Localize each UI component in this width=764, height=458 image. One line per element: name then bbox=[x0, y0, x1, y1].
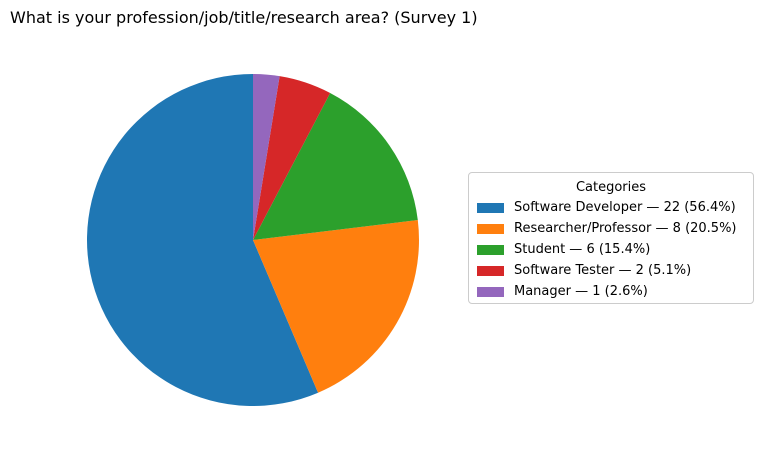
legend-entry: Researcher/Professor — 8 (20.5%) bbox=[477, 218, 745, 239]
legend: Categories Software Developer — 22 (56.4… bbox=[468, 172, 754, 304]
legend-swatch bbox=[477, 244, 504, 255]
pie-slice-manager bbox=[253, 74, 280, 240]
legend-label: Software Tester — 2 (5.1%) bbox=[514, 263, 692, 278]
legend-swatch bbox=[477, 286, 504, 297]
pie-slice-software-tester bbox=[253, 76, 331, 240]
pie-slice-researcher-professor bbox=[253, 219, 419, 393]
chart-title: What is your profession/job/title/resear… bbox=[10, 8, 478, 27]
legend-label: Student — 6 (15.4%) bbox=[514, 242, 651, 257]
legend-entry: Software Developer — 22 (56.4%) bbox=[477, 197, 745, 218]
legend-label: Software Developer — 22 (56.4%) bbox=[514, 200, 736, 215]
legend-label: Manager — 1 (2.6%) bbox=[514, 284, 648, 299]
legend-entry: Student — 6 (15.4%) bbox=[477, 239, 745, 260]
legend-label: Researcher/Professor — 8 (20.5%) bbox=[514, 221, 737, 236]
pie-slice-student bbox=[253, 93, 418, 240]
legend-title: Categories bbox=[575, 180, 647, 195]
legend-entry: Manager — 1 (2.6%) bbox=[477, 281, 745, 302]
legend-swatch bbox=[477, 202, 504, 213]
legend-swatch bbox=[477, 223, 504, 234]
legend-swatch bbox=[477, 265, 504, 276]
pie-slice-software-developer bbox=[86, 74, 319, 407]
legend-entry: Software Tester — 2 (5.1%) bbox=[477, 260, 745, 281]
